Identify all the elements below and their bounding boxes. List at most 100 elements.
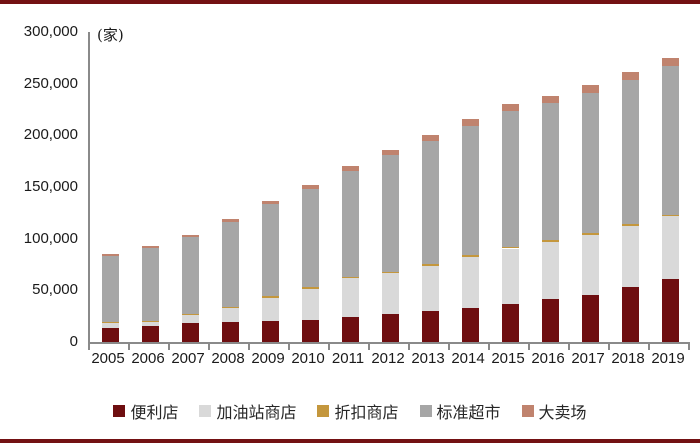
- x-axis-tick: [288, 344, 290, 350]
- bar-segment-hypermarket: [621, 72, 639, 80]
- stacked-bar-2016: [541, 32, 559, 342]
- x-axis-tick: [128, 344, 130, 350]
- x-tick-label: 2015: [491, 350, 525, 367]
- legend-item-discount-store: 折扣商店: [317, 399, 399, 423]
- bar-segment-discount-store: [501, 246, 519, 249]
- bar-segment-standard-supermarket: [301, 188, 319, 288]
- bar-segment-discount-store: [221, 306, 239, 309]
- bar-segment-hypermarket: [661, 58, 679, 67]
- bar-segment-gas-station-store: [621, 225, 639, 287]
- x-tick-label: 2013: [411, 350, 445, 367]
- bottom-rule: [0, 439, 700, 443]
- x-axis-tick: [368, 344, 370, 350]
- legend-item-standard-supermarket: 标准超市: [419, 399, 501, 423]
- bar-segment-hypermarket: [301, 184, 319, 189]
- bar-segment-convenience-store: [381, 314, 399, 342]
- bar-segment-discount-store: [301, 287, 319, 289]
- y-tick-label: 50,000: [32, 281, 78, 299]
- bar-segment-gas-station-store: [181, 315, 199, 324]
- stacked-bar-2006: [141, 32, 159, 342]
- bar-segment-hypermarket: [341, 166, 359, 171]
- x-tick-label: 2016: [531, 350, 565, 367]
- bar-segment-standard-supermarket: [621, 79, 639, 225]
- x-axis-tick: [488, 344, 490, 350]
- legend-label: 便利店: [130, 403, 179, 422]
- stacked-bar-2008: [221, 32, 239, 342]
- stacked-bar-2009: [261, 32, 279, 342]
- x-axis-tick: [408, 344, 410, 350]
- bar-segment-convenience-store: [261, 320, 279, 342]
- bar-segment-gas-station-store: [501, 248, 519, 305]
- bar-segment-gas-station-store: [101, 322, 119, 329]
- bar-segment-standard-supermarket: [221, 221, 239, 307]
- bar-segment-convenience-store: [341, 317, 359, 342]
- bar-segment-gas-station-store: [221, 308, 239, 322]
- legend-swatch-standard-supermarket: [419, 405, 432, 417]
- bar-segment-gas-station-store: [381, 273, 399, 315]
- bar-segment-hypermarket: [141, 245, 159, 248]
- bar-segment-standard-supermarket: [541, 103, 559, 241]
- x-axis-tick: [88, 344, 90, 350]
- bar-segment-discount-store: [461, 255, 479, 257]
- bar-segment-convenience-store: [301, 319, 319, 342]
- stacked-bar-2018: [621, 32, 639, 342]
- stacked-bar-2007: [181, 32, 199, 342]
- x-axis-tick: [568, 344, 570, 350]
- x-axis-tick: [688, 344, 690, 350]
- bar-segment-gas-station-store: [541, 241, 559, 300]
- bar-segment-discount-store: [661, 214, 679, 217]
- y-tick-label: 200,000: [23, 126, 78, 144]
- bar-segment-discount-store: [101, 321, 119, 323]
- bar-segment-gas-station-store: [661, 216, 679, 279]
- bar-segment-convenience-store: [101, 328, 119, 342]
- bar-segment-hypermarket: [261, 200, 279, 205]
- x-axis-tick: [608, 344, 610, 350]
- x-axis-tick: [208, 344, 210, 350]
- y-axis-labels: 0 50,000 100,000 150,000 200,000 250,000 300,0…: [0, 0, 78, 360]
- stacked-bar-2012: [381, 32, 399, 342]
- bar-segment-standard-supermarket: [461, 125, 479, 256]
- x-tick-label: 2017: [571, 350, 605, 367]
- bar-segment-hypermarket: [541, 96, 559, 104]
- bar-segment-standard-supermarket: [421, 140, 439, 264]
- x-tick-label: 2009: [251, 350, 285, 367]
- stacked-bar-2005: [101, 32, 119, 342]
- bar-segment-hypermarket: [221, 219, 239, 222]
- legend-label: 标准超市: [436, 403, 501, 422]
- bar-segment-standard-supermarket: [501, 111, 519, 247]
- bar-segment-gas-station-store: [421, 265, 439, 311]
- y-tick-label: 100,000: [23, 229, 78, 247]
- x-tick-label: 2007: [171, 350, 205, 367]
- plot-area: [88, 32, 690, 344]
- y-tick-label: 0: [69, 333, 78, 350]
- x-tick-label: 2019: [651, 350, 685, 367]
- x-tick-label: 2008: [211, 350, 245, 367]
- y-tick-label: 250,000: [23, 74, 78, 92]
- bar-segment-discount-store: [181, 314, 199, 316]
- legend: 便利店 加油站商店 折扣商店 标准超市 大卖场: [0, 399, 700, 423]
- bar-segment-standard-supermarket: [181, 236, 199, 315]
- bar-segment-discount-store: [341, 276, 359, 279]
- x-tick-label: 2014: [451, 350, 485, 367]
- stacked-bar-2019: [661, 32, 679, 342]
- stacked-bar-2017: [581, 32, 599, 342]
- bar-segment-convenience-store: [661, 278, 679, 342]
- bar-segment-standard-supermarket: [141, 247, 159, 321]
- x-axis-tick: [248, 344, 250, 350]
- x-tick-label: 2006: [131, 350, 165, 367]
- bar-segment-gas-station-store: [461, 256, 479, 308]
- bar-segment-convenience-store: [501, 304, 519, 342]
- legend-label: 加油站商店: [216, 403, 297, 422]
- bar-segment-standard-supermarket: [261, 204, 279, 297]
- legend-item-convenience-store: 便利店: [113, 399, 178, 423]
- bar-segment-convenience-store: [541, 299, 559, 342]
- legend-swatch-hypermarket: [521, 405, 534, 417]
- stacked-bar-2014: [461, 32, 479, 342]
- bar-segment-convenience-store: [221, 321, 239, 342]
- legend-swatch-discount-store: [317, 405, 330, 417]
- x-axis-labels: 2005 2006 2007 2008 2009 2010 2011 2012 2013 2014…: [88, 350, 690, 370]
- legend-label: 大卖场: [538, 403, 587, 422]
- y-tick-label: 150,000: [23, 178, 78, 195]
- x-tick-label: 2005: [91, 350, 125, 367]
